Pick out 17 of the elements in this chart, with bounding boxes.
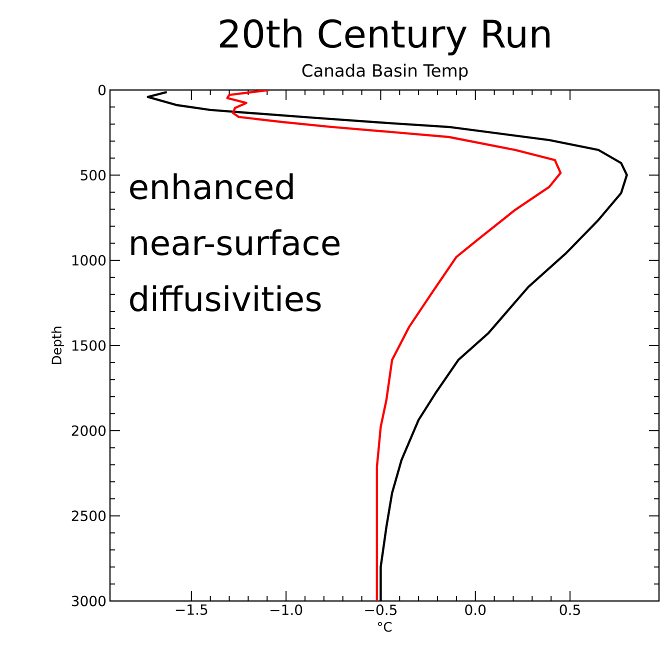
chart-title: 20th Century Run [220, 18, 550, 56]
y-tick-label: 500 [80, 170, 106, 180]
y-tick-label: 2500 [72, 510, 106, 522]
x-tick-label: −1.0 [270, 604, 302, 616]
x-tick-label: 0.5 [560, 604, 580, 616]
annotation: enhanced near-surface diffusivities [130, 173, 340, 312]
y-tick-label: 2000 [72, 425, 106, 436]
y-tick-label: 3000 [72, 596, 106, 606]
x-tick-label: −0.5 [365, 604, 396, 616]
y-tick-label: 1500 [72, 340, 106, 351]
x-tick-label: 0.0 [465, 604, 486, 616]
chart-subtitle: Canada Basin Temp [302, 64, 468, 80]
x-tick-label: −1.5 [176, 604, 208, 615]
x-axis-title: °C [378, 622, 392, 632]
y-tick-label: 0 [98, 84, 106, 96]
y-tick-label: 1000 [72, 255, 106, 266]
y-axis-title: Depth [51, 326, 64, 364]
